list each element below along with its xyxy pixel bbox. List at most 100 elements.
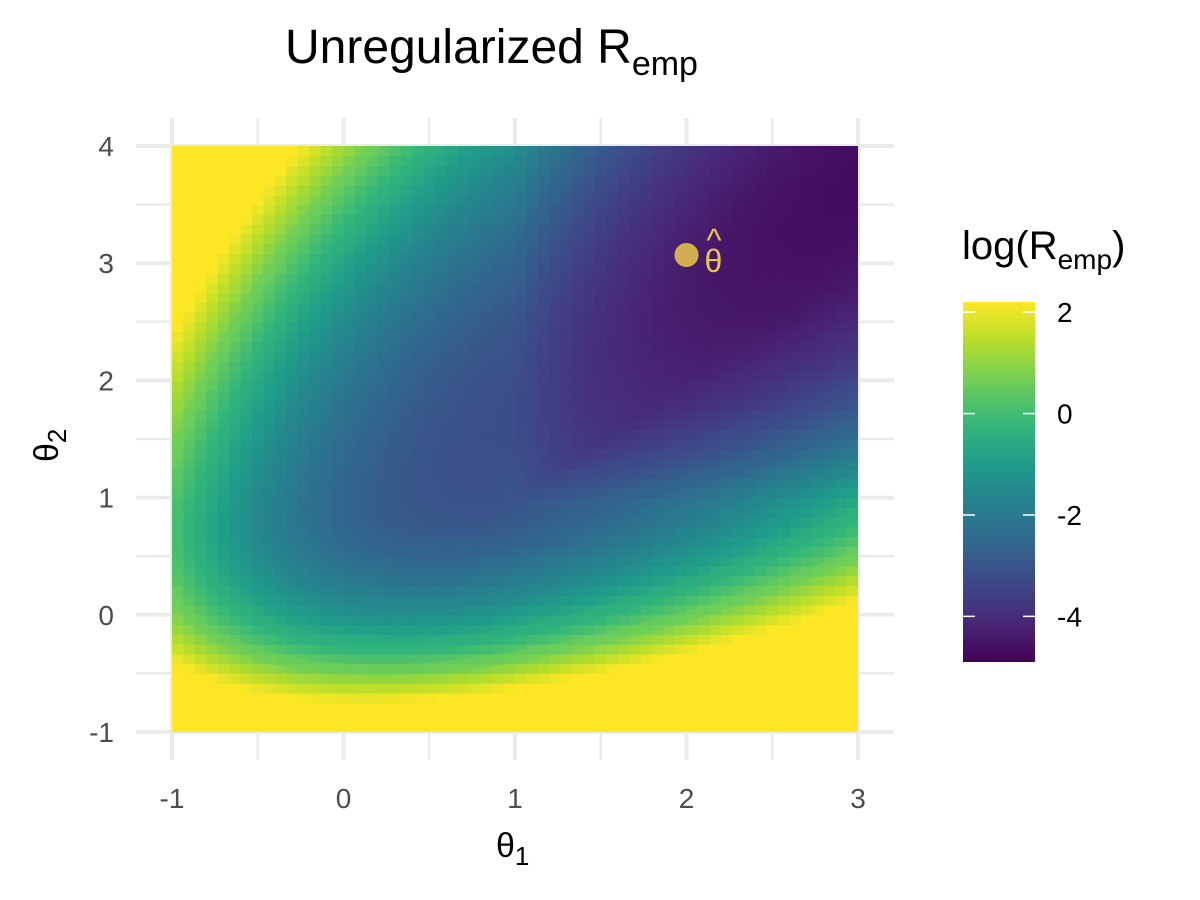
heatmap-tile — [800, 497, 813, 508]
heatmap-tile — [720, 380, 733, 391]
heatmap-tile — [800, 614, 813, 626]
heatmap-tile — [595, 478, 608, 489]
heatmap-tile — [263, 233, 276, 245]
heatmap-tile — [663, 673, 676, 684]
heatmap-tile — [549, 458, 562, 469]
heatmap-tile — [446, 526, 459, 538]
heatmap-tile — [229, 712, 242, 723]
heatmap-tile — [732, 546, 745, 557]
heatmap-tile — [732, 321, 745, 333]
heatmap-tile — [800, 546, 813, 557]
heatmap-tile — [640, 214, 653, 225]
heatmap-tile — [457, 497, 470, 508]
heatmap-tile — [332, 605, 345, 616]
heatmap-tile — [537, 429, 550, 440]
heatmap-tile — [617, 526, 630, 538]
heatmap-tile — [720, 321, 733, 333]
heatmap-tile — [274, 487, 287, 499]
heatmap-tile — [217, 692, 230, 704]
heatmap-tile — [835, 624, 848, 635]
heatmap-tile — [389, 194, 402, 206]
heatmap-tile — [309, 478, 322, 489]
heatmap-tile — [423, 243, 436, 255]
heatmap-tile — [240, 360, 253, 372]
heatmap-tile — [446, 683, 459, 694]
heatmap-tile — [595, 263, 608, 274]
heatmap-tile — [835, 146, 848, 157]
heatmap-tile — [583, 526, 596, 538]
heatmap-tile — [709, 673, 722, 684]
heatmap-tile — [423, 468, 436, 479]
heatmap-tile — [835, 185, 848, 196]
heatmap-tile — [755, 605, 768, 616]
heatmap-tile — [800, 683, 813, 694]
heatmap-tile — [789, 263, 802, 274]
heatmap-tile — [320, 263, 333, 274]
heatmap-tile — [332, 585, 345, 596]
heatmap-tile — [480, 536, 493, 548]
heatmap-tile — [434, 409, 447, 421]
heatmap-tile — [686, 282, 699, 294]
heatmap-tile — [183, 302, 196, 313]
heatmap-tile — [526, 673, 539, 684]
heatmap-tile — [446, 185, 459, 196]
heatmap-tile — [206, 399, 219, 411]
heatmap-tile — [720, 546, 733, 557]
heatmap-tile — [320, 702, 333, 714]
heatmap-tile — [183, 204, 196, 215]
heatmap-tile — [343, 546, 356, 557]
heatmap-tile — [309, 575, 322, 587]
heatmap-tile — [720, 272, 733, 284]
heatmap-tile — [686, 683, 699, 694]
heatmap-tile — [172, 458, 185, 469]
heatmap-tile — [172, 507, 185, 518]
heatmap-tile — [846, 722, 858, 732]
heatmap-tile — [835, 341, 848, 352]
heatmap-tile — [469, 360, 482, 372]
heatmap-tile — [697, 419, 710, 430]
heatmap-tile — [217, 390, 230, 401]
heatmap-tile — [595, 536, 608, 548]
heatmap-tile — [469, 556, 482, 567]
heatmap-tile — [675, 468, 688, 479]
heatmap-tile — [320, 673, 333, 684]
heatmap-tile — [434, 292, 447, 303]
heatmap-tile — [572, 692, 585, 704]
heatmap-tile — [172, 517, 185, 528]
heatmap-tile — [400, 194, 413, 206]
heatmap-tile — [766, 497, 779, 508]
heatmap-tile — [446, 497, 459, 508]
heatmap-tile — [709, 683, 722, 694]
heatmap-tile — [297, 683, 310, 694]
heatmap-tile — [537, 409, 550, 421]
heatmap-tile — [663, 214, 676, 225]
heatmap-tile — [526, 272, 539, 284]
heatmap-tile — [617, 312, 630, 323]
heatmap-tile — [194, 341, 207, 352]
heatmap-tile — [343, 429, 356, 440]
heatmap-tile — [846, 702, 858, 714]
heatmap-tile — [492, 614, 505, 626]
heatmap-tile — [469, 722, 482, 732]
heatmap-tile — [400, 478, 413, 489]
heatmap-tile — [400, 272, 413, 284]
heatmap-tile — [320, 624, 333, 635]
heatmap-tile — [446, 282, 459, 294]
heatmap-tile — [252, 478, 265, 489]
heatmap-tile — [446, 712, 459, 723]
heatmap-tile — [835, 321, 848, 333]
heatmap-tile — [377, 155, 390, 167]
heatmap-tile — [194, 351, 207, 362]
heatmap-tile — [229, 302, 242, 313]
heatmap-tile — [240, 526, 253, 538]
heatmap-tile — [503, 439, 516, 450]
heatmap-tile — [766, 692, 779, 704]
heatmap-tile — [263, 399, 276, 411]
heatmap-tile — [263, 224, 276, 235]
heatmap-tile — [457, 146, 470, 157]
heatmap-tile — [457, 507, 470, 518]
heatmap-tile — [515, 556, 528, 567]
heatmap-tile — [400, 565, 413, 577]
heatmap-tile — [172, 360, 185, 372]
heatmap-tile — [640, 556, 653, 567]
